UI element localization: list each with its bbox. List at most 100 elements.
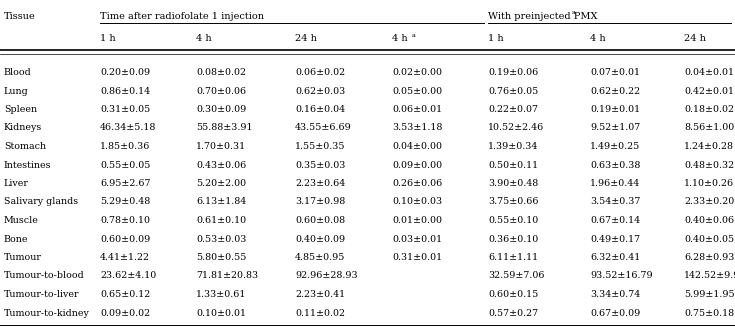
Text: 0.62±0.03: 0.62±0.03 [295, 86, 345, 95]
Text: 0.36±0.10: 0.36±0.10 [488, 235, 538, 244]
Text: 1.49±0.25: 1.49±0.25 [590, 142, 640, 151]
Text: 0.20±0.09: 0.20±0.09 [100, 68, 150, 77]
Text: 92.96±28.93: 92.96±28.93 [295, 272, 358, 280]
Text: Muscle: Muscle [4, 216, 39, 225]
Text: 43.55±6.69: 43.55±6.69 [295, 123, 352, 133]
Text: 0.53±0.03: 0.53±0.03 [196, 235, 246, 244]
Text: 0.11±0.02: 0.11±0.02 [295, 309, 345, 317]
Text: 6.95±2.67: 6.95±2.67 [100, 179, 151, 188]
Text: 0.67±0.14: 0.67±0.14 [590, 216, 640, 225]
Text: 0.48±0.32: 0.48±0.32 [684, 160, 734, 170]
Text: 3.75±0.66: 3.75±0.66 [488, 197, 539, 207]
Text: 0.31±0.01: 0.31±0.01 [392, 253, 442, 262]
Text: 1.39±0.34: 1.39±0.34 [488, 142, 538, 151]
Text: 0.30±0.09: 0.30±0.09 [196, 105, 246, 114]
Text: 1.85±0.36: 1.85±0.36 [100, 142, 151, 151]
Text: 0.60±0.09: 0.60±0.09 [100, 235, 150, 244]
Text: 0.78±0.10: 0.78±0.10 [100, 216, 150, 225]
Text: 0.06±0.01: 0.06±0.01 [392, 105, 442, 114]
Text: 3.17±0.98: 3.17±0.98 [295, 197, 345, 207]
Text: 0.31±0.05: 0.31±0.05 [100, 105, 150, 114]
Text: Kidneys: Kidneys [4, 123, 42, 133]
Text: 0.57±0.27: 0.57±0.27 [488, 309, 538, 317]
Text: 24 h: 24 h [295, 34, 317, 43]
Text: 3.34±0.74: 3.34±0.74 [590, 290, 640, 299]
Text: 0.08±0.02: 0.08±0.02 [196, 68, 246, 77]
Text: 5.29±0.48: 5.29±0.48 [100, 197, 150, 207]
Text: 1 h: 1 h [488, 34, 503, 43]
Text: 0.40±0.06: 0.40±0.06 [684, 216, 734, 225]
Text: 0.62±0.22: 0.62±0.22 [590, 86, 640, 95]
Text: 0.65±0.12: 0.65±0.12 [100, 290, 150, 299]
Text: Bone: Bone [4, 235, 29, 244]
Text: Tumour-to-blood: Tumour-to-blood [4, 272, 85, 280]
Text: 0.43±0.06: 0.43±0.06 [196, 160, 246, 170]
Text: 0.05±0.00: 0.05±0.00 [392, 86, 442, 95]
Text: 0.35±0.03: 0.35±0.03 [295, 160, 345, 170]
Text: 0.19±0.01: 0.19±0.01 [590, 105, 640, 114]
Text: 6.32±0.41: 6.32±0.41 [590, 253, 640, 262]
Text: Stomach: Stomach [4, 142, 46, 151]
Text: 93.52±16.79: 93.52±16.79 [590, 272, 653, 280]
Text: 1.55±0.35: 1.55±0.35 [295, 142, 345, 151]
Text: 0.60±0.15: 0.60±0.15 [488, 290, 538, 299]
Text: 0.40±0.09: 0.40±0.09 [295, 235, 345, 244]
Text: 6.28±0.93: 6.28±0.93 [684, 253, 734, 262]
Text: 0.55±0.05: 0.55±0.05 [100, 160, 151, 170]
Text: 5.80±0.55: 5.80±0.55 [196, 253, 246, 262]
Text: 0.61±0.10: 0.61±0.10 [196, 216, 246, 225]
Text: 1.24±0.28: 1.24±0.28 [684, 142, 734, 151]
Text: 0.70±0.06: 0.70±0.06 [196, 86, 246, 95]
Text: 0.86±0.14: 0.86±0.14 [100, 86, 150, 95]
Text: 0.06±0.02: 0.06±0.02 [295, 68, 345, 77]
Text: 5.20±2.00: 5.20±2.00 [196, 179, 246, 188]
Text: 0.10±0.01: 0.10±0.01 [196, 309, 246, 317]
Text: 71.81±20.83: 71.81±20.83 [196, 272, 258, 280]
Text: Intestines: Intestines [4, 160, 51, 170]
Text: 3.90±0.48: 3.90±0.48 [488, 179, 538, 188]
Text: 0.09±0.00: 0.09±0.00 [392, 160, 442, 170]
Text: 4 h: 4 h [590, 34, 606, 43]
Text: 0.49±0.17: 0.49±0.17 [590, 235, 640, 244]
Text: 2.23±0.64: 2.23±0.64 [295, 179, 345, 188]
Text: 4.85±0.95: 4.85±0.95 [295, 253, 345, 262]
Text: 1.96±0.44: 1.96±0.44 [590, 179, 640, 188]
Text: 0.75±0.18: 0.75±0.18 [684, 309, 734, 317]
Text: 0.50±0.11: 0.50±0.11 [488, 160, 538, 170]
Text: Tissue: Tissue [4, 12, 36, 21]
Text: 2.23±0.41: 2.23±0.41 [295, 290, 345, 299]
Text: 6.13±1.84: 6.13±1.84 [196, 197, 246, 207]
Text: 0.03±0.01: 0.03±0.01 [392, 235, 442, 244]
Text: 23.62±4.10: 23.62±4.10 [100, 272, 157, 280]
Text: 0.04±0.00: 0.04±0.00 [392, 142, 442, 151]
Text: 10.52±2.46: 10.52±2.46 [488, 123, 544, 133]
Text: 1 h: 1 h [100, 34, 115, 43]
Text: Tumour: Tumour [4, 253, 42, 262]
Text: 1.33±0.61: 1.33±0.61 [196, 290, 246, 299]
Text: 0.01±0.00: 0.01±0.00 [392, 216, 442, 225]
Text: 0.07±0.01: 0.07±0.01 [590, 68, 640, 77]
Text: 8.56±1.00: 8.56±1.00 [684, 123, 734, 133]
Text: 4 h: 4 h [392, 34, 408, 43]
Text: With preinjected PMX: With preinjected PMX [488, 12, 598, 21]
Text: 0.19±0.06: 0.19±0.06 [488, 68, 538, 77]
Text: 32.59±7.06: 32.59±7.06 [488, 272, 545, 280]
Text: 46.34±5.18: 46.34±5.18 [100, 123, 157, 133]
Text: 0.10±0.03: 0.10±0.03 [392, 197, 442, 207]
Text: 9.52±1.07: 9.52±1.07 [590, 123, 640, 133]
Text: 3.53±1.18: 3.53±1.18 [392, 123, 442, 133]
Text: 1.10±0.26: 1.10±0.26 [684, 179, 734, 188]
Text: Liver: Liver [4, 179, 29, 188]
Text: Lung: Lung [4, 86, 29, 95]
Text: 0.09±0.02: 0.09±0.02 [100, 309, 150, 317]
Text: 24 h: 24 h [684, 34, 706, 43]
Text: Time after radiofolate 1 injection: Time after radiofolate 1 injection [100, 12, 264, 21]
Text: 142.52±9.93: 142.52±9.93 [684, 272, 735, 280]
Text: Tumour-to-liver: Tumour-to-liver [4, 290, 79, 299]
Text: 4 h: 4 h [196, 34, 212, 43]
Text: 0.04±0.01: 0.04±0.01 [684, 68, 734, 77]
Text: 1.70±0.31: 1.70±0.31 [196, 142, 246, 151]
Text: 0.26±0.06: 0.26±0.06 [392, 179, 442, 188]
Text: 0.60±0.08: 0.60±0.08 [295, 216, 345, 225]
Text: 0.67±0.09: 0.67±0.09 [590, 309, 640, 317]
